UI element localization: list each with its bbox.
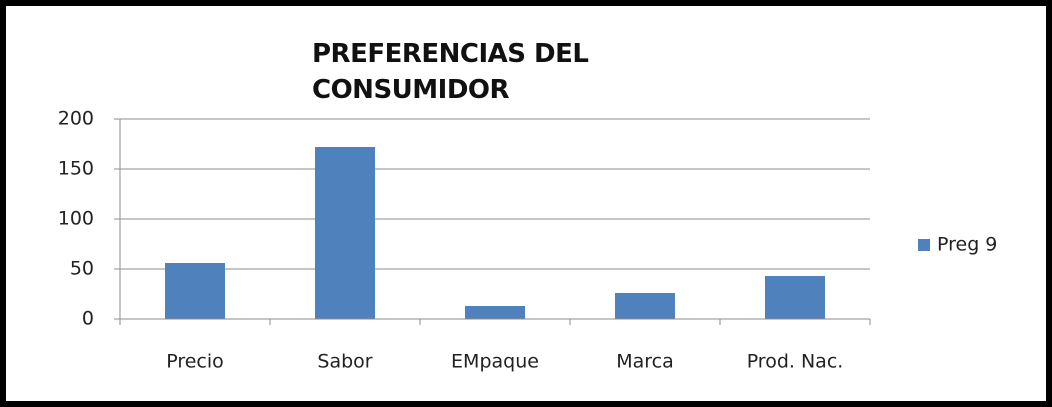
bar (165, 263, 225, 319)
bar (615, 293, 675, 319)
y-tick-label: 150 (58, 158, 94, 180)
y-tick-label: 50 (70, 258, 94, 280)
bar (465, 306, 525, 319)
chart-title: PREFERENCIAS DEL CONSUMIDOR (312, 39, 589, 105)
y-tick-label: 100 (58, 208, 94, 230)
x-tick-label: Precio (166, 351, 224, 373)
bar (315, 147, 375, 319)
bar (765, 276, 825, 319)
x-tick-label: Sabor (317, 351, 372, 373)
y-tick-label: 0 (82, 308, 94, 330)
legend-label: Preg 9 (937, 234, 997, 256)
y-tick-label: 200 (58, 108, 94, 130)
x-tick-label: Marca (616, 351, 674, 373)
x-tick-label: Prod. Nac. (747, 351, 844, 373)
legend-swatch (918, 239, 930, 251)
x-tick-label: EMpaque (451, 351, 539, 373)
